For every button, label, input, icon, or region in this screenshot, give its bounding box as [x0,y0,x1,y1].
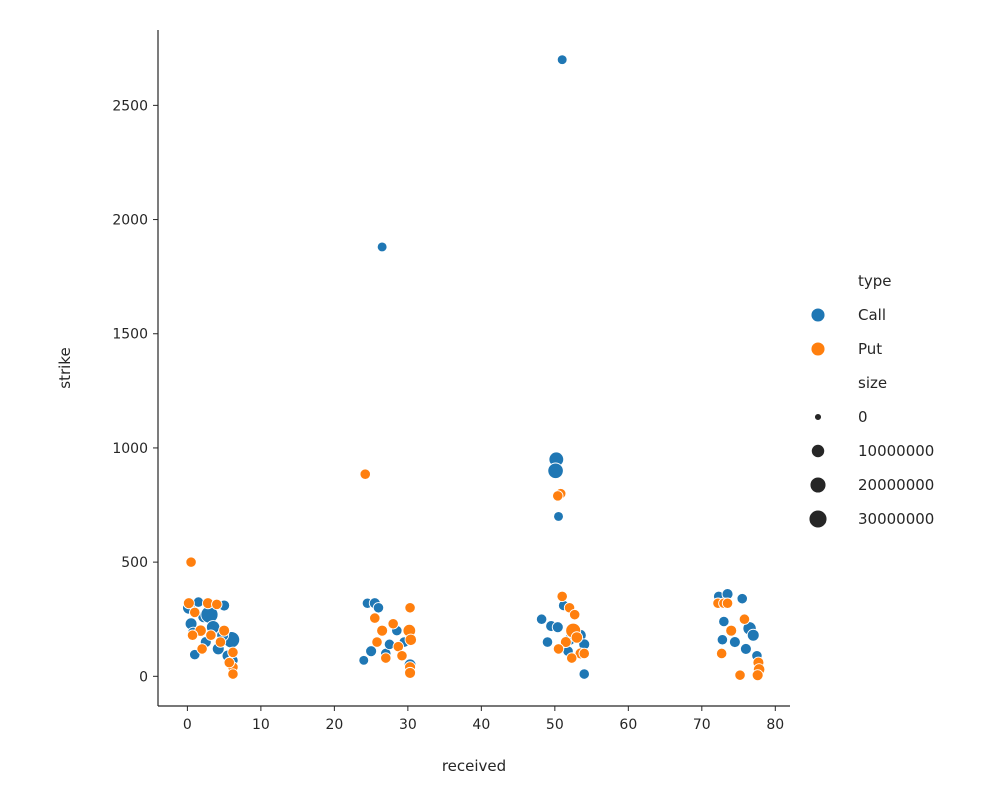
x-tick-label: 0 [183,717,192,733]
x-tick-label: 50 [546,717,564,733]
data-point-call [551,621,564,634]
data-point-put [404,602,416,614]
x-tick-label: 40 [472,717,490,733]
legend-size-label: 20000000 [858,476,934,494]
data-point-call [358,654,370,666]
data-point-put [568,608,581,621]
y-tick-label: 2500 [112,98,148,114]
data-point-call [192,596,205,608]
data-point-call [728,636,741,649]
x-tick-label: 80 [766,717,784,733]
data-point-call [365,645,378,658]
data-point-put [380,652,392,664]
legend-label-call: Call [858,306,886,324]
data-point-put [715,647,728,660]
x-axis-ticks: 0 10 20 30 40 50 60 70 80 [183,706,784,733]
data-point-put [371,636,383,648]
legend-size-marker [808,509,828,529]
data-point-put [196,643,208,655]
y-tick-label: 1000 [112,441,148,457]
legend-size-marker [809,476,827,494]
data-point-put [570,631,584,644]
legend: type Call Put size 0 10000000 20000000 30000… [808,272,934,529]
data-point-call [716,634,729,646]
data-point-put [369,612,381,624]
data-point-put [387,618,399,630]
data-point-put [218,624,231,637]
data-point-call [376,241,388,253]
data-point-put [211,598,223,611]
data-point-put [725,624,738,637]
data-point-call [718,615,730,628]
data-point-put [227,646,239,659]
x-tick-label: 60 [619,717,637,733]
data-point-put [182,597,195,610]
data-point-put [186,629,199,641]
data-point-put [185,556,197,568]
data-point-put [552,643,565,655]
data-point-put [359,468,371,480]
data-point-put [376,624,389,637]
legend-size-marker [814,413,822,421]
y-tick-label: 2000 [112,213,148,229]
data-point-put [189,606,201,619]
data-point-call [746,628,760,642]
data-point-put [205,629,217,641]
data-point-put [751,669,764,682]
data-point-call [535,613,548,625]
plot-marks [182,54,766,682]
data-point-call [578,668,590,680]
data-point-put [404,666,417,679]
data-point-put [227,668,239,680]
legend-size-title: size [858,374,887,392]
legend-size-marker [810,443,826,459]
legend-size-label: 10000000 [858,442,934,460]
legend-marker-call [810,307,826,323]
y-tick-label: 1500 [112,327,148,343]
data-point-put [223,656,235,669]
data-point-call [541,636,554,648]
legend-hue-items: Call Put [810,306,886,358]
data-point-put [214,636,227,648]
x-axis-label: received [442,757,506,775]
data-point-call [556,54,568,66]
y-axis-label: strike [56,347,74,388]
legend-label-put: Put [858,340,882,358]
legend-marker-put [810,341,826,357]
data-point-put [566,652,578,664]
data-point-put [721,597,734,609]
data-point-call [372,602,385,614]
x-tick-label: 30 [399,717,417,733]
data-point-put [404,633,417,646]
data-point-put [734,669,746,681]
legend-size-items: 0 10000000 20000000 30000000 [808,408,934,529]
data-point-put [556,590,568,603]
data-point-put [396,650,408,662]
data-point-call [739,642,752,655]
y-tick-label: 0 [139,669,148,685]
x-tick-label: 10 [252,717,270,733]
legend-hue-title: type [858,272,892,290]
data-point-call [547,462,564,479]
x-tick-label: 20 [325,717,343,733]
data-point-put [738,613,751,625]
legend-size-label: 0 [858,408,868,426]
legend-size-label: 30000000 [858,510,934,528]
data-point-call [553,511,564,522]
data-point-put [552,490,564,502]
data-point-put [559,636,572,649]
x-tick-label: 70 [693,717,711,733]
y-tick-label: 500 [121,555,148,571]
data-point-put [578,647,590,660]
data-point-call [736,592,748,605]
y-axis-ticks: 0 500 1000 1500 2000 2500 [112,98,158,685]
